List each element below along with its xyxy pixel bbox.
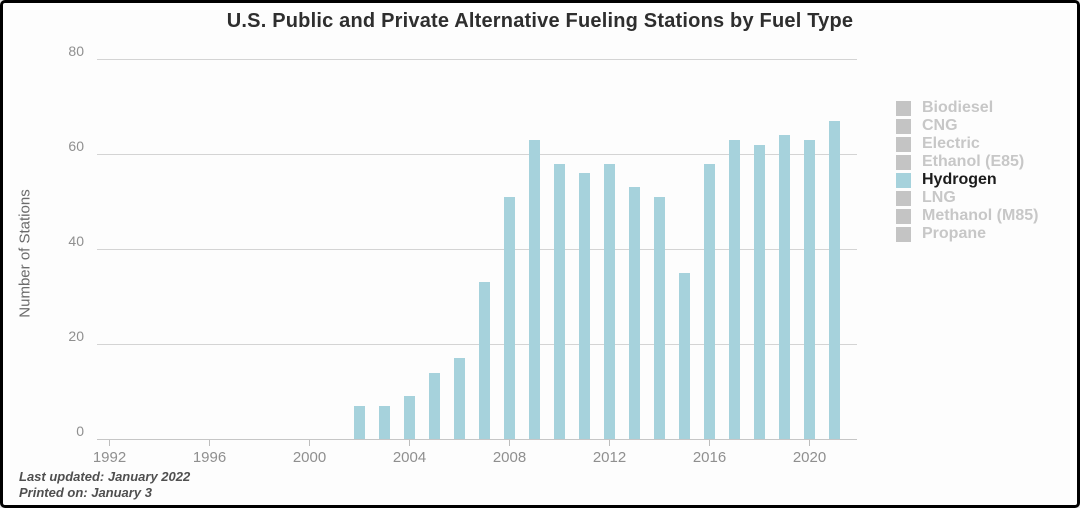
legend-label: Electric [922,135,980,152]
x-tick-label: 2016 [692,449,727,466]
x-tick-label: 2008 [492,449,527,466]
bar-hydrogen-2006[interactable] [454,358,465,439]
y-tick-label: 40 [68,233,84,249]
x-tick [709,440,710,446]
legend-label: Propane [922,225,987,242]
x-tick [809,440,810,446]
bar-hydrogen-2007[interactable] [479,282,490,439]
x-tick-label: 2000 [292,449,327,466]
bar-hydrogen-2003[interactable] [379,405,390,439]
gridline-y-0 [97,439,857,440]
x-tick-label: 2012 [592,449,627,466]
legend-item-cng[interactable]: CNG [896,117,1038,135]
y-tick-label: 60 [68,138,84,154]
bar-hydrogen-2020[interactable] [804,139,815,439]
legend-label: CNG [922,117,958,134]
y-tick-label: 20 [68,328,84,344]
bar-hydrogen-2011[interactable] [579,173,590,439]
legend-item-electric[interactable]: Electric [896,135,1038,153]
legend-swatch-icon [896,208,911,224]
bar-hydrogen-2009[interactable] [529,139,540,439]
legend-label: Methanol (M85) [922,207,1039,224]
bar-hydrogen-2015[interactable] [679,272,690,439]
legend-item-ethanol-e85[interactable]: Ethanol (E85) [896,153,1038,171]
bar-hydrogen-2004[interactable] [404,396,415,439]
bar-hydrogen-2016[interactable] [704,163,715,439]
x-tick-label: 1992 [92,449,127,466]
footer: Last updated: January 2022 Printed on: J… [19,469,190,501]
legend-swatch-icon [896,190,911,206]
y-tick-label: 80 [68,43,84,59]
legend-swatch-icon [896,172,911,188]
x-tick [609,440,610,446]
bar-hydrogen-2021[interactable] [829,120,840,439]
x-tick [209,440,210,446]
legend: Biodiesel CNG Electric Ethanol (E85) Hydroge… [896,99,1038,243]
legend-item-methanol-m85[interactable]: Methanol (M85) [896,207,1038,225]
x-tick-label: 2020 [792,449,827,466]
y-tick-label: 0 [76,423,84,439]
gridline-y-20 [97,344,857,345]
legend-swatch-icon [896,226,911,242]
x-tick [309,440,310,446]
legend-swatch-icon [896,100,911,116]
legend-swatch-icon [896,136,911,152]
legend-item-biodiesel[interactable]: Biodiesel [896,99,1038,117]
legend-item-lng[interactable]: LNG [896,189,1038,207]
last-updated-text: Last updated: January 2022 [19,469,191,484]
chart-title: U.S. Public and Private Alternative Fuel… [226,10,854,32]
legend-item-hydrogen[interactable]: Hydrogen [896,171,1038,189]
bar-hydrogen-2002[interactable] [354,405,365,439]
x-tick-label: 1996 [192,449,227,466]
bar-hydrogen-2017[interactable] [729,139,740,439]
gridline-y-40 [97,249,857,250]
bar-hydrogen-2005[interactable] [429,372,440,439]
legend-swatch-icon [896,154,911,170]
x-tick [409,440,410,446]
legend-swatch-icon [896,118,911,134]
bar-hydrogen-2012[interactable] [604,163,615,439]
legend-label: Biodiesel [922,99,994,116]
gridline-y-80 [97,59,857,60]
x-tick-label: 2004 [392,449,427,466]
bar-hydrogen-2013[interactable] [629,187,640,439]
plot-area: 0 20 40 60 80 1992 1996 2000 2004 2008 2012 2016 202… [68,43,857,466]
x-tick [109,440,110,446]
legend-item-propane[interactable]: Propane [896,225,1038,243]
gridline-y-60 [97,154,857,155]
printed-on-text: Printed on: January 3 [19,485,152,500]
bar-hydrogen-2014[interactable] [654,196,665,439]
bar-hydrogen-2019[interactable] [779,135,790,439]
bar-hydrogen-2018[interactable] [754,144,765,439]
x-tick [509,440,510,446]
bar-hydrogen-2010[interactable] [554,163,565,439]
legend-label: Hydrogen [922,171,997,188]
legend-label: LNG [922,189,956,206]
legend-label: Ethanol (E85) [922,153,1025,170]
bar-hydrogen-2008[interactable] [504,196,515,439]
y-axis-title: Number of Stations [16,189,34,318]
